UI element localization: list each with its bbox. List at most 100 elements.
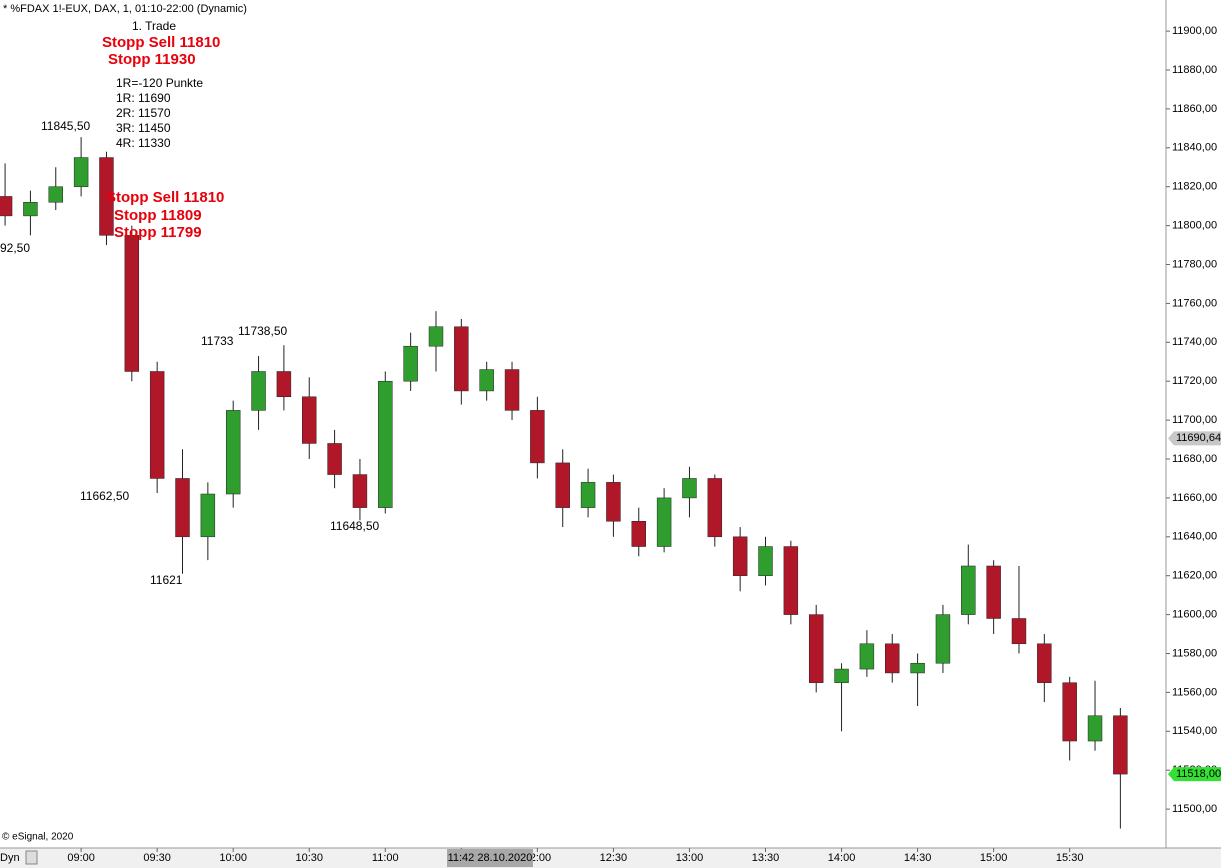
chart-title: * %FDAX 1!-EUX, DAX, 1, 01:10-22:00 (Dyn… bbox=[3, 3, 247, 15]
cursor-time-box bbox=[447, 849, 533, 867]
copyright: © eSignal, 2020 bbox=[2, 832, 74, 843]
y-tick-label: 11740,00 bbox=[1172, 336, 1217, 348]
candle-body bbox=[200, 493, 216, 538]
x-tick-label: 15:30 bbox=[1056, 852, 1084, 864]
candle-body bbox=[606, 482, 621, 522]
cursor-time-label: 11:42 28.10.2020 bbox=[448, 852, 533, 864]
y-tick-label: 11700,00 bbox=[1172, 414, 1217, 426]
y-tick-label: 11820,00 bbox=[1172, 181, 1217, 193]
y-tick-label: 11860,00 bbox=[1172, 103, 1217, 115]
annotation: 11621 bbox=[150, 573, 183, 587]
candle-body bbox=[1087, 715, 1103, 742]
annotation: 4R: 11330 bbox=[116, 136, 171, 150]
annotation: 3R: 11450 bbox=[116, 121, 171, 135]
candle-body bbox=[175, 478, 190, 538]
candle-body bbox=[48, 186, 63, 203]
y-tick-label: 11800,00 bbox=[1172, 220, 1217, 232]
candle-body bbox=[631, 520, 646, 547]
candle-body bbox=[428, 326, 444, 347]
cursor-price-box bbox=[1168, 431, 1221, 446]
cursor-price-label: 11690,64 bbox=[1176, 432, 1221, 444]
y-tick-label: 11540,00 bbox=[1172, 725, 1217, 737]
y-tick-label: 11620,00 bbox=[1172, 570, 1217, 582]
candle-body bbox=[1011, 618, 1027, 645]
candle-body bbox=[504, 369, 520, 411]
annotation: 2R: 11570 bbox=[116, 106, 171, 120]
candle-body bbox=[124, 235, 140, 372]
x-tick-label: 10:00 bbox=[219, 852, 247, 864]
annotation: 11738,50 bbox=[238, 324, 287, 338]
candle-body bbox=[403, 345, 418, 382]
candle-body bbox=[910, 662, 925, 674]
x-tick-label: 15:00 bbox=[980, 852, 1008, 864]
candle-body bbox=[1062, 682, 1077, 742]
candle-body bbox=[378, 380, 393, 508]
annotation: Stopp 11930 bbox=[108, 51, 196, 68]
x-tick-label: 12:30 bbox=[600, 852, 628, 864]
y-tick-label: 11580,00 bbox=[1172, 647, 1217, 659]
annotation: 1R=-120 Punkte bbox=[116, 76, 203, 90]
last-price-box bbox=[1168, 767, 1221, 782]
y-tick-label: 11760,00 bbox=[1172, 297, 1217, 309]
x-tick-label: 14:30 bbox=[904, 852, 932, 864]
candle-body bbox=[352, 474, 368, 508]
x-tick-label: 13:30 bbox=[752, 852, 780, 864]
y-tick-label: 11720,00 bbox=[1172, 375, 1217, 387]
x-tick-label: 11:00 bbox=[372, 852, 399, 864]
annotation: 92,50 bbox=[0, 241, 30, 255]
y-tick-label: 11780,00 bbox=[1172, 258, 1217, 270]
candle-body bbox=[1113, 715, 1128, 775]
mode-button[interactable] bbox=[25, 850, 38, 865]
y-tick-label: 11640,00 bbox=[1172, 531, 1217, 543]
candle-body bbox=[682, 478, 697, 499]
y-tick-label: 11660,00 bbox=[1172, 492, 1217, 504]
y-tick-label: 11680,00 bbox=[1172, 453, 1217, 465]
candle-body bbox=[302, 396, 317, 444]
candle-body bbox=[808, 614, 824, 683]
last-price-label: 11518,00 bbox=[1176, 768, 1221, 780]
y-tick-label: 11900,00 bbox=[1172, 25, 1217, 37]
annotation: 11648,50 bbox=[330, 519, 379, 533]
annotation: 11845,50 bbox=[41, 119, 90, 133]
candle-body bbox=[225, 410, 241, 495]
candle-body bbox=[656, 497, 672, 547]
candle-body bbox=[1037, 643, 1052, 683]
candle-body bbox=[73, 157, 89, 187]
candle-body bbox=[149, 371, 165, 479]
y-tick-label: 11560,00 bbox=[1172, 686, 1217, 698]
candle-body bbox=[23, 202, 38, 217]
x-tick-label: 13:00 bbox=[676, 852, 704, 864]
y-tick-label: 11500,00 bbox=[1172, 803, 1217, 815]
y-tick-label: 11840,00 bbox=[1172, 142, 1217, 154]
annotation: 1. Trade bbox=[132, 19, 176, 33]
x-tick-label: 14:00 bbox=[828, 852, 856, 864]
x-tick-label: 09:30 bbox=[143, 852, 171, 864]
candle-body bbox=[479, 369, 494, 392]
candle-body bbox=[885, 643, 900, 674]
annotation: 11733 bbox=[201, 334, 234, 348]
y-tick-label: 11600,00 bbox=[1172, 609, 1217, 621]
candle-body bbox=[961, 565, 976, 615]
candle-body bbox=[758, 546, 773, 576]
candle-body bbox=[0, 196, 13, 217]
candle-body bbox=[530, 410, 545, 464]
mode-label: Dyn bbox=[0, 852, 20, 864]
y-tick-label: 11880,00 bbox=[1172, 64, 1217, 76]
annotation: Stopp Sell 11810 bbox=[106, 189, 224, 206]
candle-body bbox=[555, 462, 570, 508]
candle-body bbox=[454, 326, 469, 392]
annotation: Stopp 11799 bbox=[114, 224, 202, 241]
x-axis-strip bbox=[0, 848, 1221, 868]
annotation: 11662,50 bbox=[80, 489, 129, 503]
x-tick-label: 10:30 bbox=[295, 852, 323, 864]
candle-body bbox=[251, 371, 266, 411]
x-tick-label: 09:00 bbox=[67, 852, 95, 864]
candle-body bbox=[986, 565, 1001, 619]
annotation: Stopp Sell 11810 bbox=[102, 34, 220, 51]
annotation: Stopp 11809 bbox=[114, 207, 202, 224]
candle-body bbox=[276, 371, 292, 398]
candle-body bbox=[580, 482, 596, 508]
candle-body bbox=[859, 643, 875, 670]
